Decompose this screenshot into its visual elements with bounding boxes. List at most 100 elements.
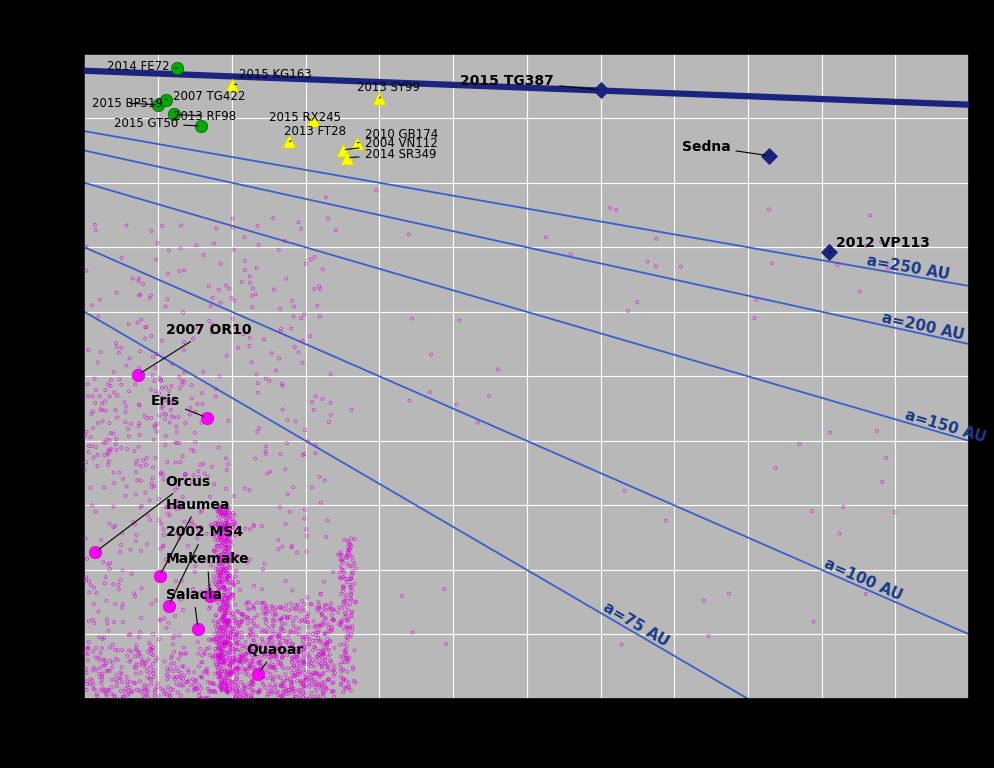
Point	[148, 385, 164, 397]
Text: 2014 SR349: 2014 SR349	[350, 148, 436, 161]
Point	[185, 583, 201, 595]
Point	[288, 622, 304, 634]
Point	[159, 293, 175, 306]
Point	[135, 660, 151, 672]
Point	[219, 683, 235, 695]
Point	[314, 392, 330, 405]
Point	[316, 644, 332, 657]
Point	[275, 632, 291, 644]
Point	[242, 553, 257, 565]
Point	[128, 667, 144, 680]
Point	[151, 409, 167, 422]
Point	[146, 434, 162, 446]
Point	[613, 638, 629, 650]
Point	[268, 650, 284, 663]
Point	[345, 661, 361, 674]
Point	[204, 461, 220, 473]
Point	[219, 521, 235, 533]
Point	[239, 690, 254, 703]
Point	[347, 558, 363, 570]
Point	[216, 589, 232, 601]
Point	[173, 648, 189, 660]
Point	[236, 328, 251, 340]
Point	[182, 402, 198, 414]
Point	[211, 615, 227, 627]
Point	[335, 584, 351, 597]
Point	[105, 366, 121, 378]
Point	[245, 301, 260, 313]
Point	[341, 676, 357, 688]
Point	[101, 390, 117, 402]
Point	[290, 598, 306, 611]
Point	[215, 609, 231, 621]
Point	[317, 657, 333, 669]
Point	[215, 650, 231, 662]
Point	[335, 571, 351, 584]
Point	[223, 583, 239, 595]
Point	[209, 637, 225, 649]
Point	[173, 502, 189, 515]
Point	[208, 609, 224, 621]
Point	[215, 595, 231, 607]
Point	[271, 628, 287, 641]
Point	[333, 678, 349, 690]
Point	[156, 540, 172, 552]
Point	[212, 667, 228, 680]
Point	[232, 584, 248, 596]
Point	[225, 654, 241, 667]
Point	[185, 591, 201, 603]
Point	[117, 406, 133, 418]
Point	[219, 614, 235, 626]
Point	[229, 662, 245, 674]
Point	[318, 604, 334, 616]
Point	[83, 431, 98, 443]
Point	[186, 684, 202, 697]
Point	[339, 680, 355, 692]
Point	[210, 518, 226, 530]
Point	[261, 637, 277, 649]
Point	[219, 664, 235, 677]
Point	[143, 225, 159, 237]
Point	[220, 571, 236, 583]
Point	[131, 684, 147, 697]
Point	[100, 684, 116, 697]
Point	[343, 588, 359, 600]
Point	[219, 635, 235, 647]
Point	[213, 567, 229, 579]
Point	[212, 571, 228, 583]
Point	[210, 651, 226, 664]
Point	[117, 489, 133, 502]
Point	[225, 632, 241, 644]
Point	[333, 560, 349, 572]
Point	[221, 594, 237, 607]
Point	[249, 650, 265, 663]
Point	[203, 559, 219, 571]
Point	[139, 412, 155, 425]
Y-axis label: Eccentricity: Eccentricity	[22, 307, 42, 445]
Point	[81, 343, 96, 356]
Point	[224, 664, 240, 676]
Point	[258, 626, 274, 638]
Point	[214, 555, 230, 568]
Point	[341, 536, 357, 548]
Point	[207, 685, 223, 697]
Point	[268, 642, 284, 654]
Point	[220, 531, 236, 543]
Point	[333, 619, 349, 631]
Point	[219, 598, 235, 610]
Point	[225, 213, 241, 225]
Point	[323, 396, 339, 409]
Point	[211, 561, 227, 573]
Point	[272, 303, 288, 315]
Point	[338, 611, 354, 623]
Point	[312, 679, 328, 691]
Point	[250, 386, 266, 399]
Point	[212, 633, 228, 645]
Point	[218, 600, 234, 612]
Point	[538, 231, 554, 243]
Point	[301, 650, 317, 663]
Point	[222, 555, 238, 568]
Point	[215, 511, 231, 523]
Point	[154, 220, 170, 232]
Point	[227, 295, 243, 307]
